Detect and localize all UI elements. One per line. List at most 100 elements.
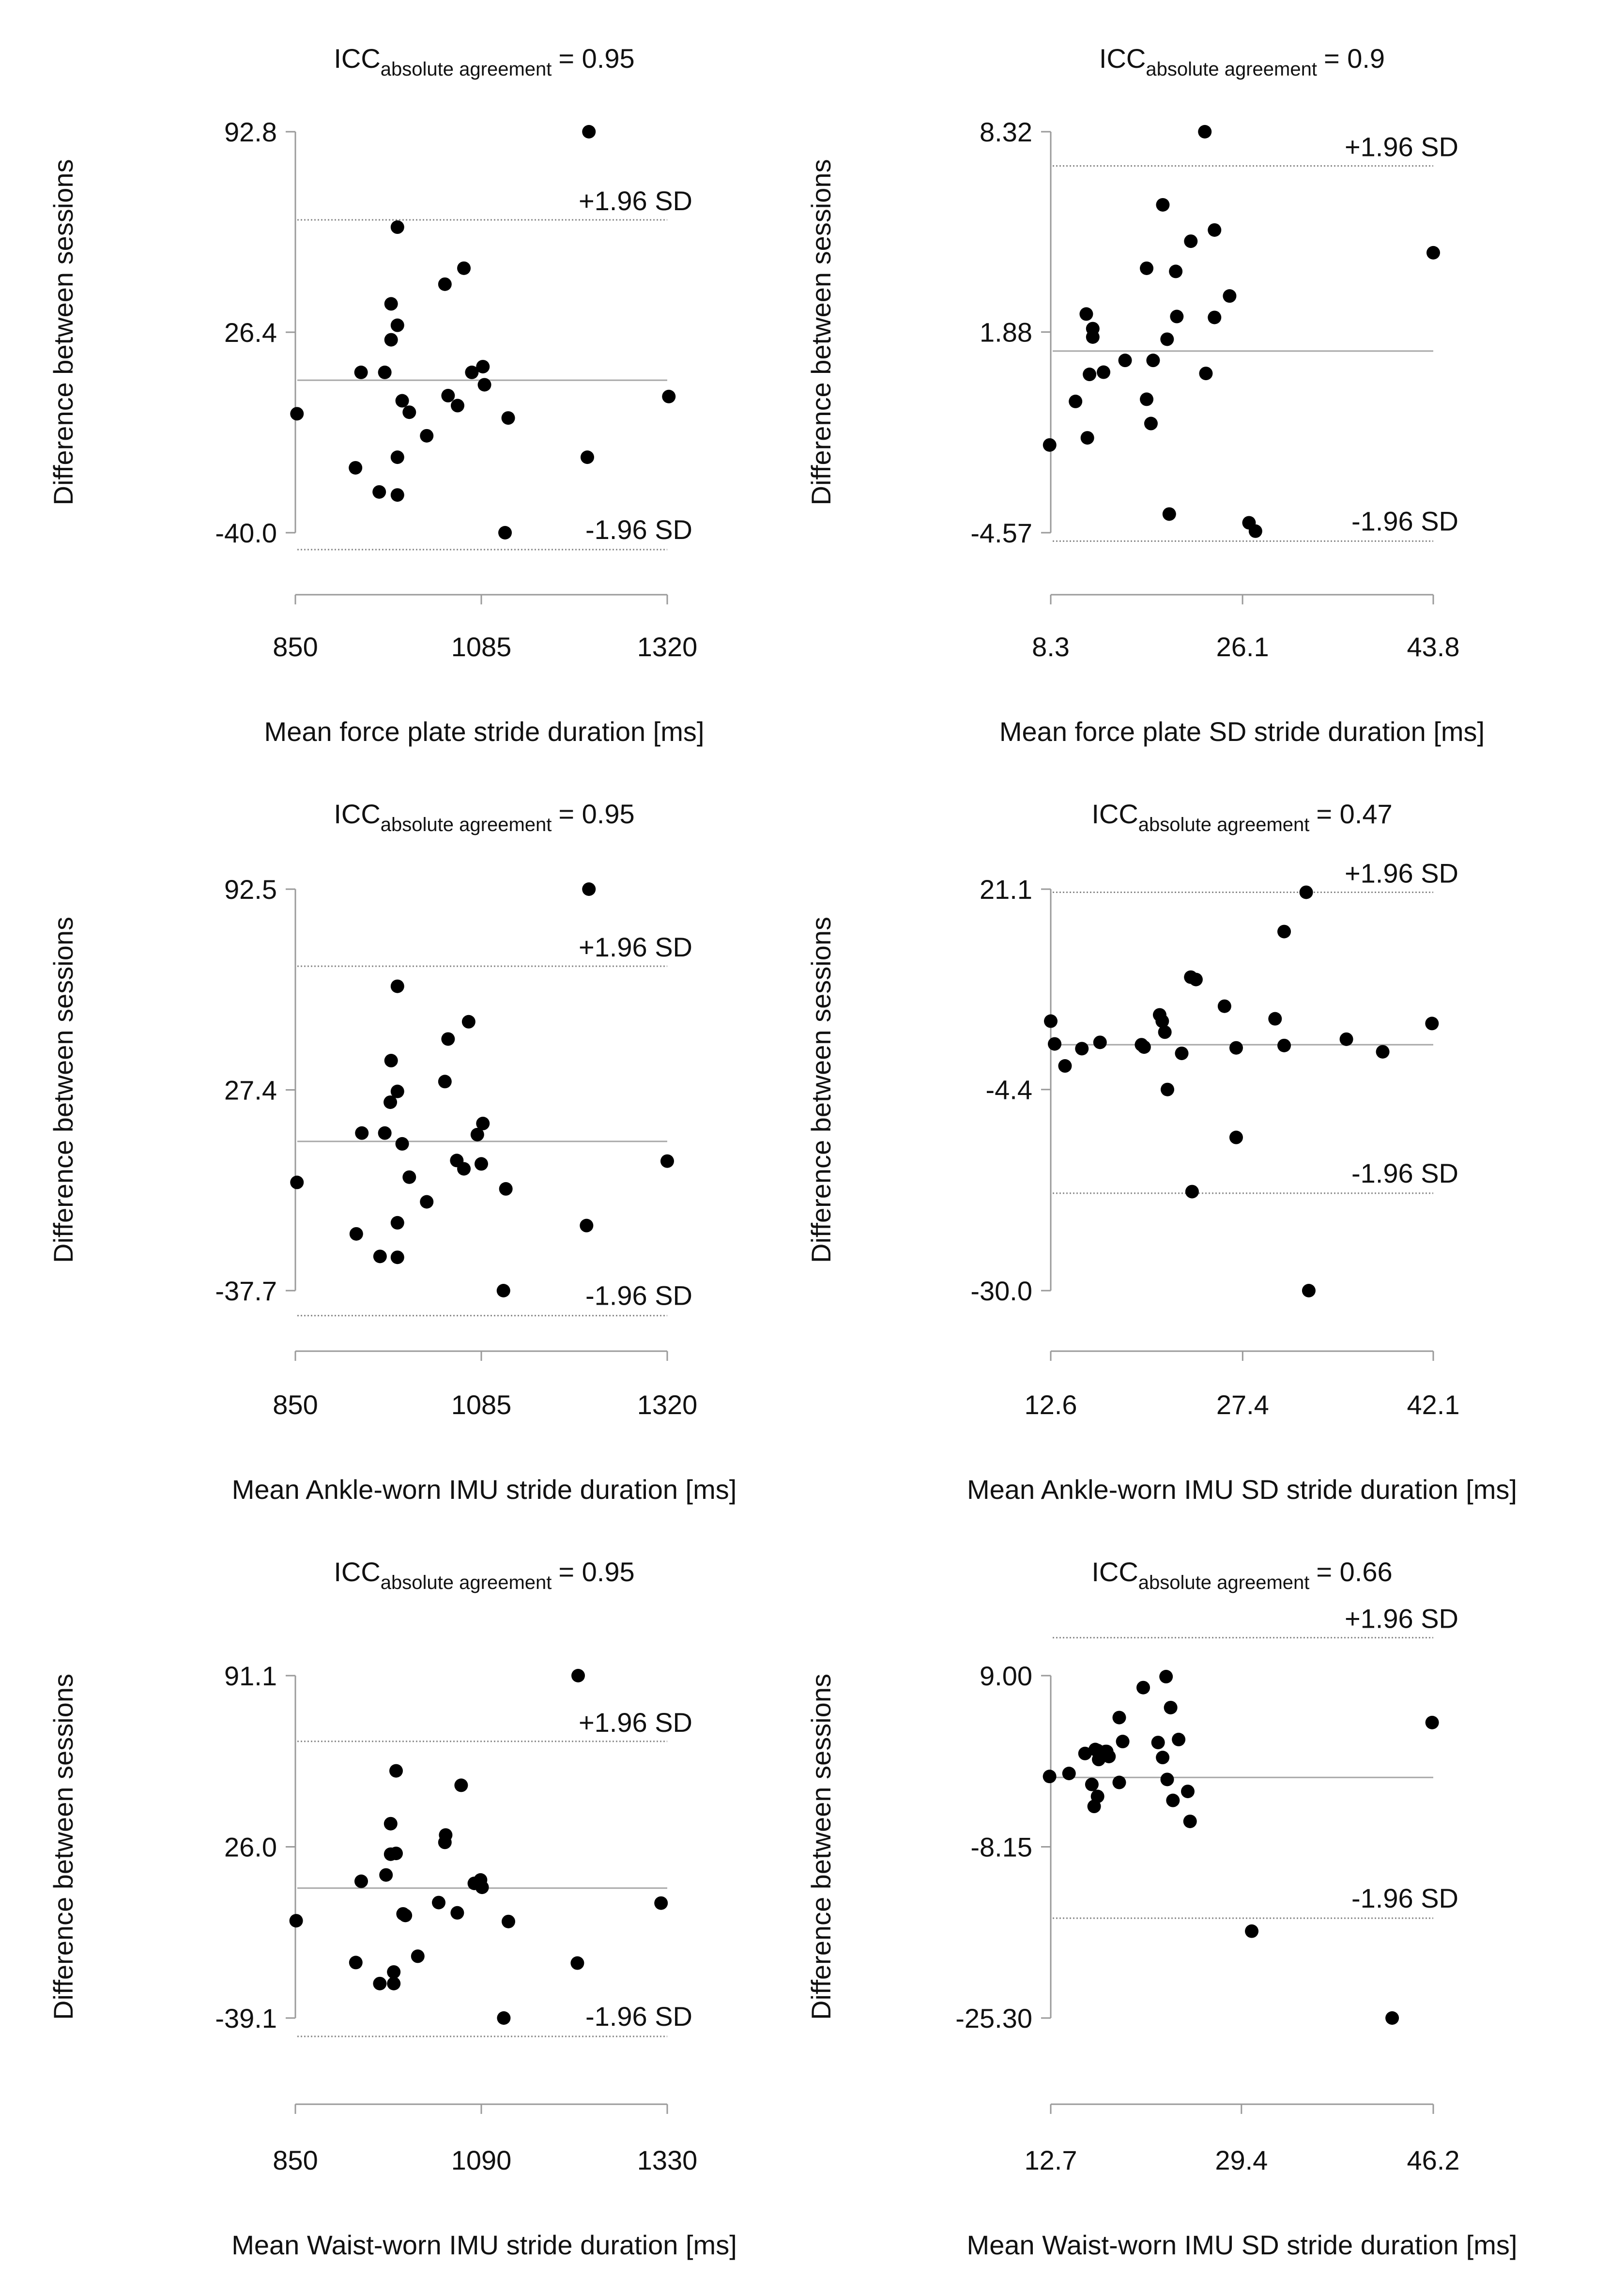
data-point — [1085, 1777, 1099, 1791]
x-tick-label: 43.8 — [1407, 632, 1460, 662]
icc-prefix: ICC — [1091, 799, 1138, 829]
y-tick-label: 27.4 — [224, 1075, 277, 1106]
y-tick-label: 92.8 — [224, 117, 277, 147]
data-point — [1199, 367, 1213, 381]
icc-prefix: ICC — [334, 799, 380, 829]
data-point — [580, 1218, 594, 1233]
data-point — [470, 1127, 484, 1141]
icc-subscript: absolute agreement — [1138, 1572, 1310, 1593]
x-tick-label: 1320 — [637, 632, 698, 662]
y-axis-label: Difference between sessions — [806, 1674, 836, 2020]
y-tick-label: -8.15 — [970, 1832, 1032, 1863]
x-tick-label: 1090 — [451, 2145, 512, 2175]
data-point — [476, 360, 490, 374]
data-point — [432, 1895, 445, 1910]
data-point — [1144, 416, 1158, 431]
data-point — [1175, 1047, 1189, 1061]
icc-title: ICCabsolute agreement = 0.95 — [334, 799, 634, 835]
data-point — [1223, 289, 1237, 303]
data-point — [582, 882, 596, 896]
data-point — [570, 1956, 584, 1970]
data-point — [1161, 1082, 1175, 1096]
data-point — [1183, 1814, 1197, 1828]
data-point — [1302, 1284, 1316, 1297]
data-point — [498, 526, 512, 539]
data-point — [384, 297, 398, 311]
data-point — [390, 1084, 404, 1098]
x-tick-label: 12.6 — [1025, 1389, 1077, 1420]
data-point — [450, 1906, 464, 1920]
data-point — [390, 1250, 404, 1264]
upper-loa-label: +1.96 SD — [579, 185, 692, 216]
data-point — [1044, 1014, 1058, 1028]
data-point — [1181, 1785, 1195, 1799]
data-point — [420, 1195, 434, 1209]
data-point — [1151, 1736, 1165, 1750]
y-axis-label: Difference between sessions — [806, 159, 836, 506]
data-point — [384, 1054, 398, 1068]
data-point — [457, 261, 471, 275]
upper-loa-label: +1.96 SD — [1345, 1603, 1458, 1634]
chart-panel-ankle-imu-sd: ICCabsolute agreement = 0.47 21.1 -4.4 -30.0… — [806, 799, 1517, 1505]
data-point — [379, 1868, 393, 1882]
data-point — [1086, 330, 1100, 344]
data-point — [389, 1847, 403, 1861]
y-tick-label: -37.7 — [215, 1276, 277, 1306]
upper-loa-label: +1.96 SD — [579, 932, 692, 962]
data-point — [1140, 261, 1154, 275]
data-point — [499, 1182, 513, 1196]
data-point — [1172, 1732, 1186, 1746]
data-point — [477, 378, 491, 392]
chart-panel-force-plate-mean: ICCabsolute agreement = 0.95 92.8 26.4 -40.0… — [48, 43, 704, 747]
chart-panel-ankle-imu-mean: ICCabsolute agreement = 0.95 92.5 27.4 -37.7… — [48, 799, 736, 1505]
data-point — [411, 1949, 425, 1963]
y-axis-label: Difference between sessions — [48, 1674, 78, 2020]
y-tick-label: -25.30 — [955, 2003, 1032, 2034]
data-point — [290, 1175, 304, 1189]
y-tick-label: 26.0 — [224, 1832, 277, 1863]
data-point — [496, 1284, 510, 1297]
x-axis-label: Mean Ankle-worn IMU SD stride duration [… — [967, 1474, 1517, 1505]
x-axis-label: Mean Waist-worn IMU SD stride duration [… — [967, 2230, 1518, 2260]
y-axis-label: Difference between sessions — [48, 917, 78, 1263]
x-axis-label: Mean force plate SD stride duration [ms] — [999, 716, 1485, 747]
icc-title: ICCabsolute agreement = 0.95 — [334, 43, 634, 80]
data-point — [502, 1914, 515, 1928]
data-point — [349, 1227, 363, 1241]
data-point — [1097, 365, 1111, 379]
data-point — [399, 1909, 413, 1923]
data-point — [372, 485, 386, 499]
x-tick-label: 26.1 — [1216, 632, 1269, 662]
data-point — [1217, 999, 1231, 1013]
data-point — [441, 388, 455, 402]
y-tick-label: -4.57 — [970, 518, 1032, 548]
x-tick-label: 850 — [273, 632, 318, 662]
data-point — [1162, 507, 1176, 521]
data-point — [387, 1965, 401, 1979]
y-tick-label: 1.88 — [980, 317, 1032, 348]
x-tick-label: 1085 — [451, 1389, 512, 1420]
icc-prefix: ICC — [334, 43, 380, 74]
data-point — [1189, 972, 1203, 986]
y-tick-label: 26.4 — [224, 317, 277, 348]
data-point — [1208, 310, 1222, 324]
data-point — [1078, 1746, 1092, 1760]
data-point — [373, 1249, 387, 1264]
data-point — [390, 1216, 404, 1230]
icc-subscript: absolute agreement — [1138, 814, 1310, 835]
icc-prefix: ICC — [1099, 43, 1146, 74]
data-point — [1425, 1715, 1439, 1729]
data-point — [1062, 1767, 1076, 1780]
data-point — [1140, 392, 1154, 406]
y-tick-label: -40.0 — [215, 518, 277, 548]
chart-panel-force-plate-sd: ICCabsolute agreement = 0.9 8.32 1.88 -4.57 D… — [806, 43, 1485, 747]
data-point — [1116, 1735, 1130, 1749]
icc-value: = 0.95 — [558, 1556, 634, 1587]
x-tick-label: 8.3 — [1032, 632, 1070, 662]
data-point — [378, 365, 392, 379]
data-point — [1156, 1751, 1170, 1765]
data-point — [1137, 1040, 1151, 1054]
data-point — [383, 1095, 398, 1109]
data-point — [1185, 1185, 1199, 1199]
